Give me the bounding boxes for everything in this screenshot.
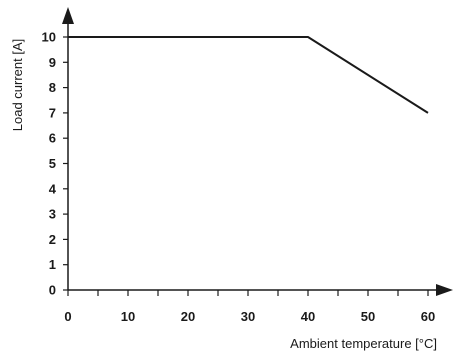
y-tick-label: 4 (49, 181, 57, 196)
y-tick-label: 2 (49, 232, 56, 247)
y-tick-label: 3 (49, 207, 56, 222)
ticks: 0 1 2 3 4 5 6 7 8 9 10 0 10 20 30 40 50 60 (42, 30, 436, 325)
y-tick-label: 9 (49, 55, 56, 70)
x-tick-label: 50 (361, 309, 375, 324)
x-tick-label: 60 (421, 309, 435, 324)
x-axis-label: Ambient temperature [°C] (290, 336, 437, 351)
series-line (68, 36, 429, 114)
y-tick-label: 10 (42, 30, 56, 45)
plot-area (68, 36, 429, 114)
y-tick-label: 7 (49, 105, 56, 120)
x-tick-label: 30 (241, 309, 255, 324)
x-tick-label: 40 (301, 309, 315, 324)
x-tick-label: 20 (181, 309, 195, 324)
axes (62, 7, 453, 296)
y-tick-label: 1 (49, 257, 56, 272)
y-tick-label: 5 (49, 156, 56, 171)
x-axis-arrow (436, 284, 453, 296)
y-tick-label: 0 (49, 283, 56, 298)
y-tick-label: 6 (49, 131, 56, 146)
y-axis-label: Load current [A] (10, 39, 25, 132)
x-tick-label: 10 (121, 309, 135, 324)
x-tick-label: 0 (64, 309, 71, 324)
y-axis-arrow (62, 7, 74, 24)
y-tick-label: 8 (49, 80, 56, 95)
